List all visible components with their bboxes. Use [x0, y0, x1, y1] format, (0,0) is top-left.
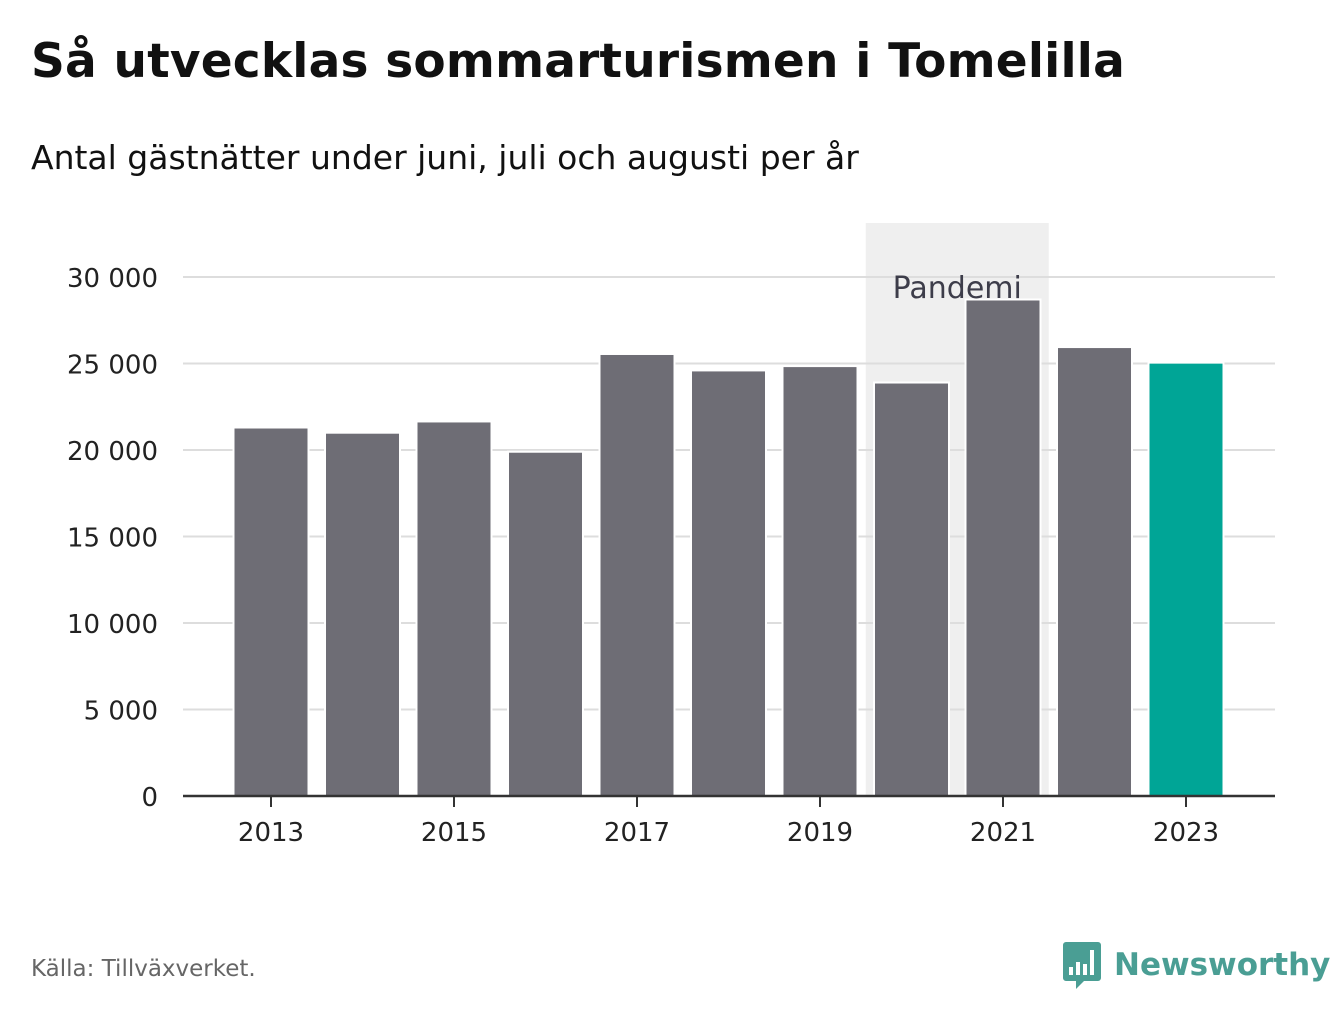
y-tick-label: 15 000 [67, 524, 158, 554]
x-tick-label: 2017 [604, 818, 670, 848]
bar [232, 426, 310, 797]
brand-name: Newsworthy [1114, 947, 1331, 983]
source-note: Källa: Tillväxverket. [31, 956, 256, 982]
y-tick-label: 25 000 [67, 351, 158, 381]
x-tick-label: 2015 [421, 818, 487, 848]
bar [964, 298, 1042, 797]
bar [598, 352, 676, 797]
x-tick-label: 2013 [238, 818, 304, 848]
bars [232, 298, 1225, 797]
annotation-label: Pandemi [893, 271, 1022, 306]
y-tick-label: 10 000 [67, 610, 158, 640]
y-tick-label: 5 000 [84, 697, 158, 727]
bar [1056, 346, 1133, 797]
bar [324, 431, 401, 797]
bar [873, 381, 950, 797]
newsworthy-logo-icon [1063, 942, 1101, 989]
x-tick-label: 2019 [787, 818, 853, 848]
chart-title: Så utvecklas sommarturismen i Tomelilla [31, 34, 1126, 89]
y-tick-label: 0 [141, 783, 158, 813]
axes: 0 5 000 10 000 15 000 20 000 25 000 30 000 Pand… [67, 264, 1275, 848]
bar [415, 420, 493, 797]
bar [1147, 361, 1225, 797]
bar [781, 365, 859, 797]
brand-logo: Newsworthy [1062, 940, 1330, 990]
bar [507, 450, 584, 797]
y-tick-label: 20 000 [67, 437, 158, 467]
x-tick-label: 2021 [970, 818, 1036, 848]
chart-subtitle: Antal gästnätter under juni, juli och au… [31, 138, 859, 177]
y-tick-label: 30 000 [67, 264, 158, 294]
bar [690, 369, 767, 797]
x-tick-label: 2023 [1153, 818, 1219, 848]
